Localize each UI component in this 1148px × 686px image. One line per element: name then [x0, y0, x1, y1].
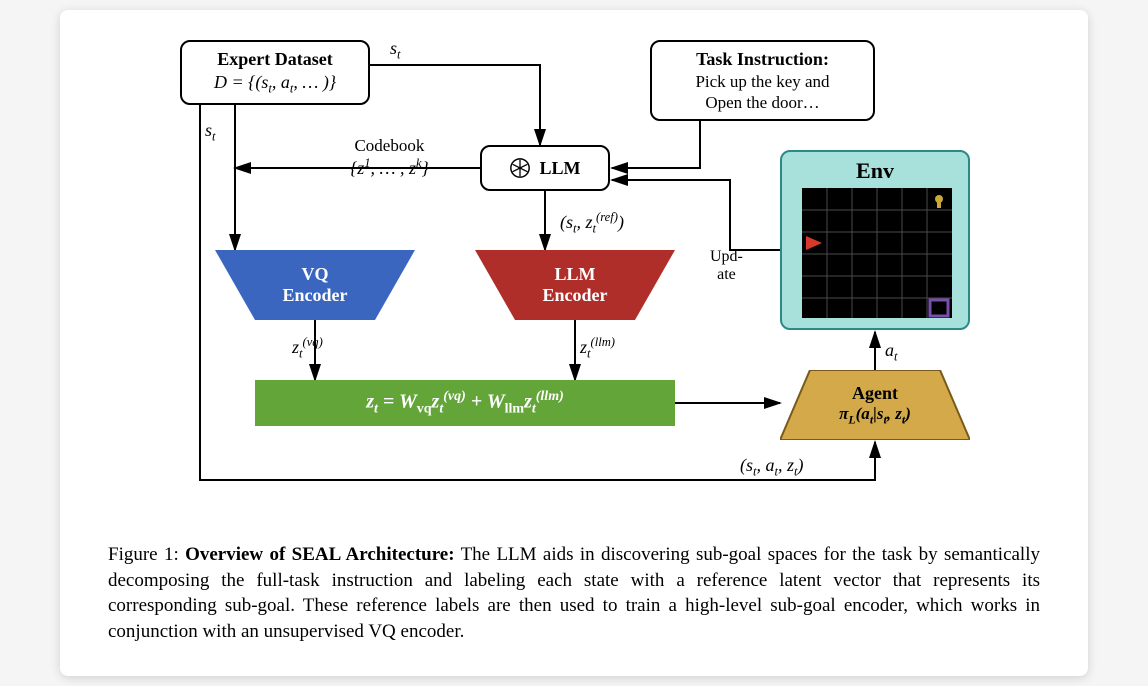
fusion-node: zt = Wvqzt(vq) + Wllmzt(llm) — [255, 380, 675, 426]
openai-icon — [509, 157, 531, 179]
agent-content: Agent πL(at|st, zt) — [780, 383, 970, 427]
diagram-area: Expert Dataset D = {(st, at, … )} Task I… — [60, 10, 1088, 530]
env-grid-svg — [802, 188, 952, 318]
codebook-label: Codebook {z1, … , zk} — [350, 136, 429, 179]
task-instruction-node: Task Instruction: Pick up the key andOpe… — [650, 40, 875, 121]
llm-encoder-label: LLMEncoder — [475, 264, 675, 306]
agent-label: Agent — [780, 383, 970, 404]
llm-node: LLM — [480, 145, 610, 191]
vq-encoder-label: VQEncoder — [215, 264, 415, 306]
llm-encoder-node: LLMEncoder — [475, 250, 675, 320]
task-title: Task Instruction: — [664, 48, 861, 71]
vq-encoder-node: VQEncoder — [215, 250, 415, 320]
expert-formula: D = {(st, at, … )} — [194, 71, 356, 97]
agent-node: Agent πL(at|st, zt) — [780, 370, 970, 440]
zllm-label: zt(llm) — [580, 335, 615, 362]
zvq-label: zt(vq) — [292, 335, 323, 362]
ref-label: (st, zt(ref)) — [560, 210, 624, 237]
triple-label: (st, at, zt) — [740, 455, 804, 480]
agent-policy: πL(at|st, zt) — [780, 404, 970, 427]
figure-canvas: Expert Dataset D = {(st, at, … )} Task I… — [60, 10, 1088, 676]
update-label: Upd-ate — [710, 248, 743, 283]
caption-bold: Overview of SEAL Architecture: — [185, 544, 455, 565]
expert-title: Expert Dataset — [194, 48, 356, 71]
expert-dataset-node: Expert Dataset D = {(st, at, … )} — [180, 40, 370, 105]
at-label: at — [885, 340, 898, 365]
st-left-label: st — [205, 120, 216, 145]
task-body: Pick up the key andOpen the door… — [664, 71, 861, 114]
fusion-formula: zt = Wvqzt(vq) + Wllmzt(llm) — [366, 389, 564, 418]
st-top-label: st — [390, 38, 401, 63]
codebook-text: Codebook — [350, 136, 429, 156]
figure-caption: Figure 1: Overview of SEAL Architecture:… — [108, 542, 1040, 645]
env-grid — [802, 188, 952, 318]
llm-label: LLM — [539, 157, 580, 180]
env-label: Env — [782, 152, 968, 184]
env-node: Env — [780, 150, 970, 330]
caption-prefix: Figure 1: — [108, 544, 185, 565]
codebook-set: {z1, … , zk} — [350, 156, 429, 179]
